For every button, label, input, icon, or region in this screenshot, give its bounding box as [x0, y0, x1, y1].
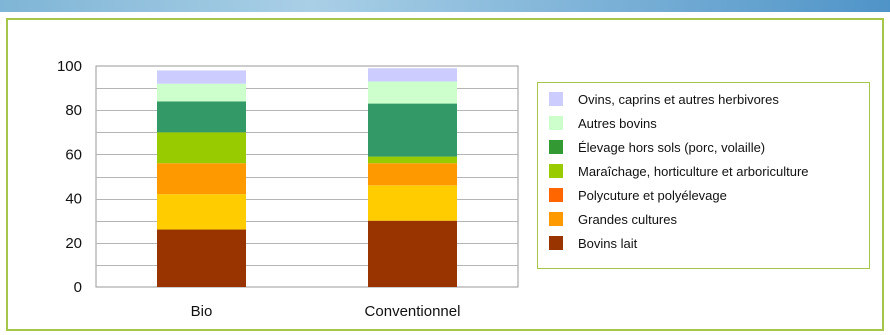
- legend-label: Autres bovins: [578, 115, 657, 131]
- bar-segment: [157, 163, 246, 195]
- bar-segment: [368, 220, 457, 287]
- legend-item: Maraîchage, horticulture et arboricultur…: [549, 161, 809, 181]
- bar-segment: [368, 81, 457, 104]
- bar-segment: [368, 103, 457, 157]
- legend-swatch: [549, 212, 563, 226]
- bar-segment: [368, 156, 457, 164]
- legend-label: Élevage hors sols (porc, volaille): [578, 139, 766, 155]
- y-tick-label: 80: [65, 102, 82, 119]
- legend-item: Ovins, caprins et autres herbivores: [549, 89, 779, 109]
- legend-label: Grandes cultures: [578, 211, 677, 227]
- bar-segment: [157, 101, 246, 133]
- y-tick-label: 60: [65, 146, 82, 163]
- bar-segment: [157, 194, 246, 230]
- legend-label: Maraîchage, horticulture et arboricultur…: [578, 163, 809, 179]
- legend-item: Autres bovins: [549, 113, 657, 133]
- legend-swatch: [549, 164, 563, 178]
- y-tick-label: 0: [74, 279, 82, 296]
- x-category-label: Conventionnel: [365, 303, 461, 320]
- legend-swatch: [549, 92, 563, 106]
- legend-item: Bovins lait: [549, 233, 637, 253]
- legend-item: Grandes cultures: [549, 209, 677, 229]
- bar-segment: [368, 185, 457, 221]
- legend-swatch: [549, 140, 563, 154]
- bar-segment: [157, 70, 246, 84]
- legend-swatch: [549, 236, 563, 250]
- header-band: [0, 0, 890, 12]
- legend-swatch: [549, 188, 563, 202]
- bar-segment: [157, 132, 246, 164]
- y-tick-label: 100: [57, 58, 82, 75]
- legend-item: Polycuture et polyélevage: [549, 185, 727, 205]
- bar-segment: [157, 83, 246, 102]
- legend-label: Polycuture et polyélevage: [578, 187, 727, 203]
- y-tick-label: 40: [65, 191, 82, 208]
- chart-legend: Ovins, caprins et autres herbivores Autre…: [537, 82, 870, 269]
- bar-segment: [368, 68, 457, 82]
- legend-swatch: [549, 116, 563, 130]
- y-tick-label: 20: [65, 235, 82, 252]
- legend-label: Ovins, caprins et autres herbivores: [578, 91, 779, 107]
- legend-label: Bovins lait: [578, 235, 638, 251]
- x-category-label: Bio: [191, 303, 213, 320]
- legend-item: Élevage hors sols (porc, volaille): [549, 137, 765, 157]
- bar-segment: [157, 229, 246, 287]
- bar-segment: [368, 163, 457, 186]
